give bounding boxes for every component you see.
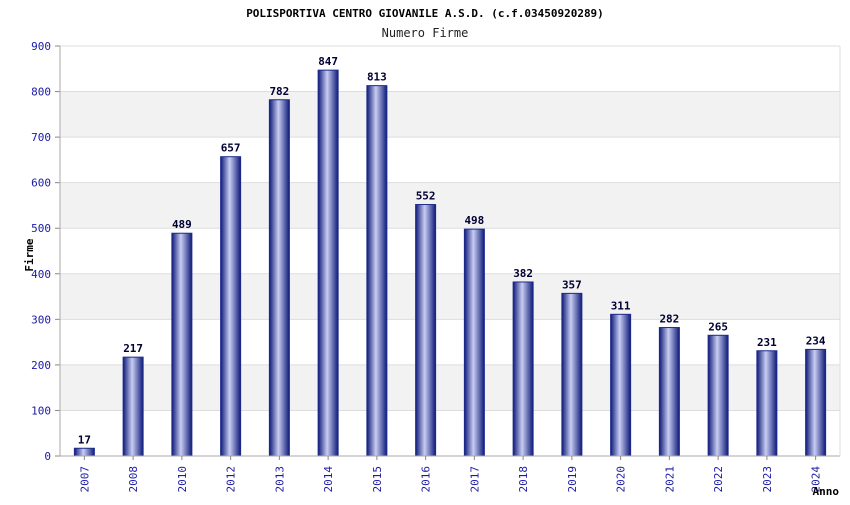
x-tick-label-2017: 2017 [468, 466, 481, 493]
bar-2010 [171, 232, 193, 457]
grid-band [60, 91, 840, 138]
bar-2020 [610, 313, 632, 457]
y-tick-label: 700 [31, 131, 51, 144]
y-axis-label: Firme [23, 238, 36, 271]
data-label-2024: 234 [806, 334, 826, 347]
x-tick-label-2020: 2020 [615, 466, 628, 493]
bar-2014 [317, 69, 339, 457]
y-tick-label: 200 [31, 359, 51, 372]
x-tick-label-2008: 2008 [127, 466, 140, 493]
data-label-2017: 498 [464, 214, 484, 227]
bar-2018 [512, 281, 534, 457]
bar-2015 [366, 85, 388, 457]
axes: 0 100 200 300 400 500 600 700 800 900 2007 2008 2010… [31, 40, 841, 493]
x-tick-label-2023: 2023 [761, 466, 774, 493]
data-label-2013: 782 [269, 85, 289, 98]
data-label-2007: 17 [78, 433, 91, 446]
y-tick-label: 100 [31, 404, 51, 417]
data-label-2021: 282 [659, 313, 679, 326]
grid-band [60, 182, 840, 229]
x-tick-label-2007: 2007 [78, 466, 91, 493]
data-label-2010: 489 [172, 218, 192, 231]
x-tick-label-2016: 2016 [420, 466, 433, 493]
bars [73, 69, 827, 457]
bar-2022 [707, 334, 729, 457]
data-label-2008: 217 [123, 342, 143, 355]
x-tick-label-2015: 2015 [371, 466, 384, 493]
y-tick-label: 600 [31, 177, 51, 190]
bar-2019 [561, 292, 583, 457]
x-tick-label-2012: 2012 [225, 466, 238, 493]
y-tick-label: 900 [31, 40, 51, 53]
x-tick-label-2019: 2019 [566, 466, 579, 493]
data-label-2019: 357 [562, 278, 582, 291]
bar-2024 [805, 348, 827, 457]
data-label-2020: 311 [611, 299, 631, 312]
data-label-2018: 382 [513, 267, 533, 280]
x-tick-label-2010: 2010 [176, 466, 189, 493]
bar-2021 [658, 327, 680, 457]
data-label-2015: 813 [367, 71, 387, 84]
data-label-2016: 552 [416, 190, 436, 203]
x-tick-label-2022: 2022 [712, 466, 725, 493]
x-axis-label: Anno [813, 485, 840, 498]
bar-2023 [756, 350, 778, 457]
y-tick-label: 300 [31, 313, 51, 326]
x-tick-label-2024: 2024 [810, 466, 823, 493]
bar-2017 [463, 228, 485, 457]
y-tick-label: 800 [31, 86, 51, 99]
x-tick-label-2013: 2013 [273, 466, 286, 493]
bar-2012 [220, 156, 242, 457]
y-tick-label: 0 [44, 450, 51, 463]
bar-2008 [122, 356, 144, 457]
y-tick-label: 500 [31, 222, 51, 235]
chart-subtitle: Numero Firme [382, 26, 469, 40]
x-tick-label-2014: 2014 [322, 466, 335, 493]
data-label-2023: 231 [757, 336, 777, 349]
data-labels: 17 217 489 657 782 847 813 552 498 382 357 311 282 26… [78, 55, 826, 446]
x-tick-label-2018: 2018 [517, 466, 530, 493]
chart-title: POLISPORTIVA CENTRO GIOVANILE A.S.D. (c.… [246, 7, 604, 20]
bar-2016 [415, 204, 437, 457]
bar-2007 [73, 447, 95, 457]
y-tick-label: 400 [31, 268, 51, 281]
data-label-2022: 265 [708, 320, 728, 333]
data-label-2012: 657 [221, 142, 241, 155]
data-label-2014: 847 [318, 55, 338, 68]
x-tick-label-2021: 2021 [663, 466, 676, 493]
bar-2013 [268, 99, 290, 457]
